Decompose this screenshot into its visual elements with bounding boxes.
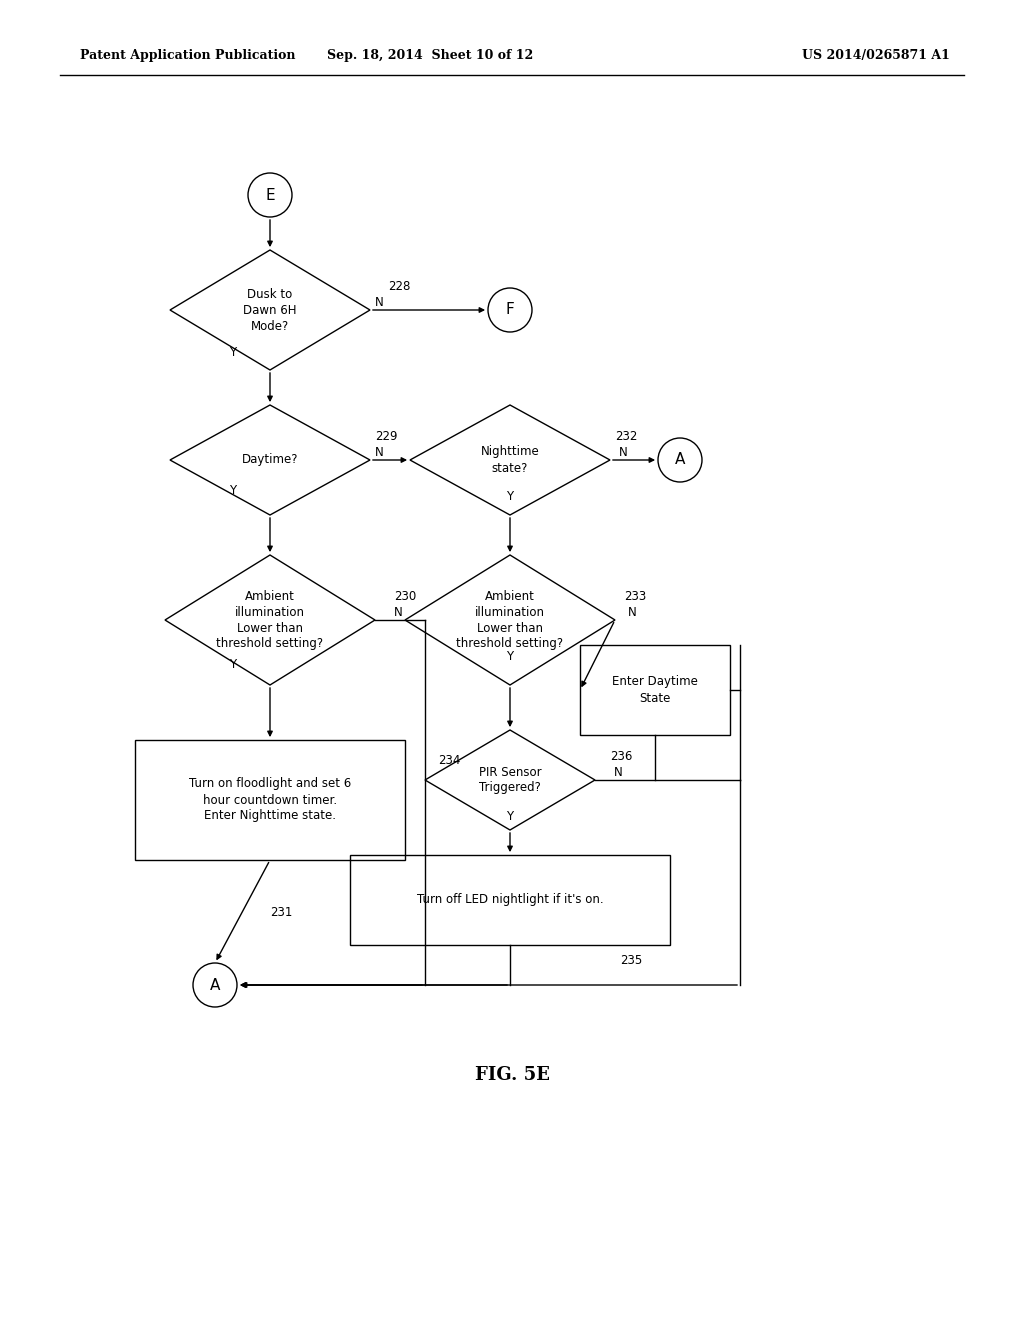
Text: Ambient
illumination
Lower than
threshold setting?: Ambient illumination Lower than threshol… (216, 590, 324, 651)
Text: Daytime?: Daytime? (242, 454, 298, 466)
Text: 228: 228 (388, 281, 411, 293)
Text: PIR Sensor
Triggered?: PIR Sensor Triggered? (478, 766, 542, 795)
Text: 234: 234 (438, 754, 461, 767)
Text: FIG. 5E: FIG. 5E (474, 1067, 550, 1084)
Text: F: F (506, 302, 514, 318)
Text: Y: Y (507, 651, 514, 664)
Text: Turn on floodlight and set 6
hour countdown timer.
Enter Nighttime state.: Turn on floodlight and set 6 hour countd… (188, 777, 351, 822)
Text: Y: Y (229, 346, 236, 359)
Text: 236: 236 (610, 751, 633, 763)
Text: A: A (675, 453, 685, 467)
Text: Y: Y (229, 483, 236, 496)
Text: Nighttime
state?: Nighttime state? (480, 446, 540, 474)
Text: E: E (265, 187, 274, 202)
Text: Turn off LED nightlight if it's on.: Turn off LED nightlight if it's on. (417, 894, 603, 907)
Text: 231: 231 (270, 906, 293, 919)
Text: Sep. 18, 2014  Sheet 10 of 12: Sep. 18, 2014 Sheet 10 of 12 (327, 49, 534, 62)
Text: 232: 232 (615, 430, 637, 444)
Text: N: N (614, 767, 623, 780)
Text: 235: 235 (620, 953, 642, 966)
Text: Dusk to
Dawn 6H
Mode?: Dusk to Dawn 6H Mode? (244, 288, 297, 333)
Text: Y: Y (507, 810, 514, 824)
Text: US 2014/0265871 A1: US 2014/0265871 A1 (802, 49, 950, 62)
Text: N: N (375, 446, 384, 459)
Text: 229: 229 (375, 430, 397, 444)
Text: N: N (618, 446, 628, 459)
Text: 230: 230 (394, 590, 416, 603)
Text: Patent Application Publication: Patent Application Publication (80, 49, 296, 62)
Text: N: N (394, 606, 402, 619)
Bar (135, 741, 406, 861)
Text: Enter Daytime
State: Enter Daytime State (612, 676, 698, 705)
Text: Ambient
illumination
Lower than
threshold setting?: Ambient illumination Lower than threshol… (457, 590, 563, 651)
Text: 233: 233 (624, 590, 646, 603)
Text: Y: Y (229, 659, 236, 672)
Text: N: N (628, 606, 637, 619)
Text: Y: Y (507, 491, 514, 503)
Bar (580, 645, 730, 735)
Text: N: N (375, 297, 384, 309)
Text: A: A (210, 978, 220, 993)
Bar (350, 855, 670, 945)
